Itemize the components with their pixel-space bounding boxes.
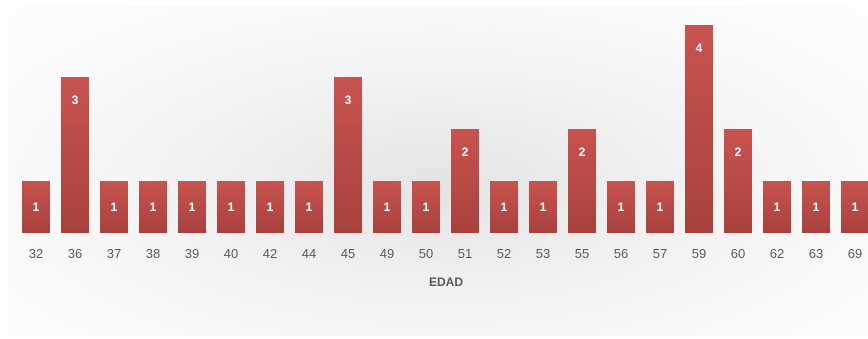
x-tick-45: 45 bbox=[341, 246, 355, 261]
bar-42 bbox=[256, 181, 284, 233]
x-tick-69: 69 bbox=[848, 246, 862, 261]
x-tick-49: 49 bbox=[380, 246, 394, 261]
x-tick-53: 53 bbox=[536, 246, 550, 261]
x-tick-62: 62 bbox=[770, 246, 784, 261]
data-label-59: 4 bbox=[696, 41, 703, 55]
bar-57 bbox=[646, 181, 674, 233]
data-label-57: 1 bbox=[657, 200, 664, 214]
x-tick-52: 52 bbox=[497, 246, 511, 261]
data-label-45: 3 bbox=[345, 93, 352, 107]
data-labels-group: 1 3 1 1 1 1 1 1 3 1 1 2 1 1 2 1 1 4 2 1 1 1 bbox=[33, 41, 859, 214]
x-tick-50: 50 bbox=[419, 246, 433, 261]
bar-63 bbox=[802, 181, 830, 233]
bar-49 bbox=[373, 181, 401, 233]
x-axis-title: EDAD bbox=[429, 275, 463, 289]
bar-40 bbox=[217, 181, 245, 233]
data-label-39: 1 bbox=[189, 200, 196, 214]
bar-51 bbox=[451, 129, 479, 233]
data-label-32: 1 bbox=[33, 200, 40, 214]
x-tick-labels-group: 32 36 37 38 39 40 42 44 45 49 50 51 52 53 55 56 57 59 60 62… bbox=[29, 246, 862, 261]
bars-group bbox=[22, 25, 868, 233]
data-label-62: 1 bbox=[774, 200, 781, 214]
data-label-52: 1 bbox=[501, 200, 508, 214]
data-label-38: 1 bbox=[150, 200, 157, 214]
bar-37 bbox=[100, 181, 128, 233]
x-tick-38: 38 bbox=[146, 246, 160, 261]
data-label-60: 2 bbox=[735, 145, 742, 159]
data-label-53: 1 bbox=[540, 200, 547, 214]
data-label-49: 1 bbox=[384, 200, 391, 214]
x-tick-36: 36 bbox=[68, 246, 82, 261]
data-label-40: 1 bbox=[228, 200, 235, 214]
bar-55 bbox=[568, 129, 596, 233]
x-tick-56: 56 bbox=[614, 246, 628, 261]
x-tick-59: 59 bbox=[692, 246, 706, 261]
data-label-56: 1 bbox=[618, 200, 625, 214]
x-tick-51: 51 bbox=[458, 246, 472, 261]
bar-56 bbox=[607, 181, 635, 233]
data-label-42: 1 bbox=[267, 200, 274, 214]
bar-39 bbox=[178, 181, 206, 233]
bar-38 bbox=[139, 181, 167, 233]
bar-60 bbox=[724, 129, 752, 233]
x-tick-39: 39 bbox=[185, 246, 199, 261]
data-label-51: 2 bbox=[462, 145, 469, 159]
bar-62 bbox=[763, 181, 791, 233]
data-label-37: 1 bbox=[111, 200, 118, 214]
x-tick-37: 37 bbox=[107, 246, 121, 261]
data-label-50: 1 bbox=[423, 200, 430, 214]
bar-45 bbox=[334, 77, 362, 233]
bar-44 bbox=[295, 181, 323, 233]
x-tick-42: 42 bbox=[263, 246, 277, 261]
bar-69 bbox=[841, 181, 868, 233]
x-tick-40: 40 bbox=[224, 246, 238, 261]
x-tick-57: 57 bbox=[653, 246, 667, 261]
bar-59 bbox=[685, 25, 713, 233]
data-label-69: 1 bbox=[852, 200, 859, 214]
x-tick-55: 55 bbox=[575, 246, 589, 261]
data-label-36: 3 bbox=[72, 93, 79, 107]
data-label-55: 2 bbox=[579, 145, 586, 159]
bar-50 bbox=[412, 181, 440, 233]
x-tick-60: 60 bbox=[731, 246, 745, 261]
x-tick-44: 44 bbox=[302, 246, 316, 261]
bar-53 bbox=[529, 181, 557, 233]
data-label-63: 1 bbox=[813, 200, 820, 214]
x-tick-32: 32 bbox=[29, 246, 43, 261]
data-label-44: 1 bbox=[306, 200, 313, 214]
bar-32 bbox=[22, 181, 50, 233]
bar-36 bbox=[61, 77, 89, 233]
x-tick-63: 63 bbox=[809, 246, 823, 261]
bar-52 bbox=[490, 181, 518, 233]
